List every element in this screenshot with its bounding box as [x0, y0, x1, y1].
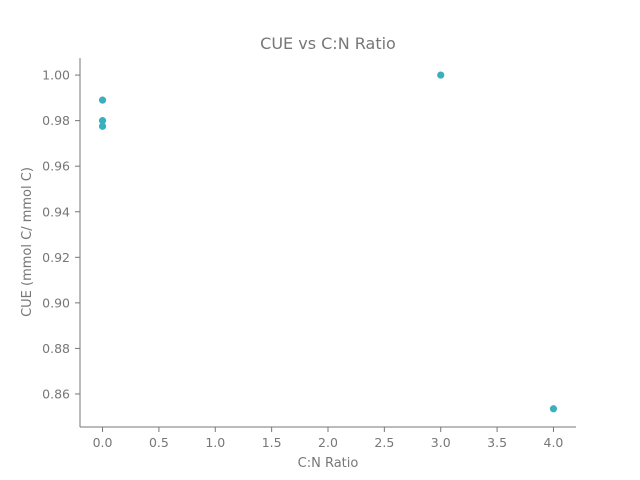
- y-tick-label: 0.88: [42, 341, 70, 356]
- y-tick-label: 0.90: [42, 295, 70, 310]
- data-point: [98, 96, 107, 104]
- x-tick-label: 1.0: [205, 435, 225, 450]
- chart-title: CUE vs C:N Ratio: [260, 34, 396, 53]
- x-tick-label: 2.5: [374, 435, 394, 450]
- x-tick-label: 0.0: [93, 435, 113, 450]
- data-point: [98, 122, 107, 130]
- y-axis-label: CUE (mmol C/ mmol C): [20, 167, 35, 317]
- y-axis-ticks: 0.86 0.88 0.90 0.92 0.94 0.96 0.98 1.00: [42, 68, 80, 401]
- data-point: [98, 117, 107, 125]
- data-point: [437, 71, 445, 79]
- x-axis-ticks: 0.0 0.5 1.0 1.5 2.0 2.5 3.0 3.5 4.0: [93, 427, 564, 450]
- y-tick-label: 0.94: [42, 204, 70, 219]
- y-tick-label: 0.92: [42, 250, 70, 265]
- x-tick-label: 1.5: [262, 435, 282, 450]
- x-tick-label: 0.5: [149, 435, 169, 450]
- x-tick-label: 3.5: [487, 435, 507, 450]
- data-points: [98, 71, 558, 413]
- x-axis-label: C:N Ratio: [298, 456, 359, 471]
- x-tick-label: 2.0: [318, 435, 338, 450]
- y-tick-label: 0.98: [42, 113, 70, 128]
- x-tick-label: 4.0: [544, 435, 564, 450]
- data-point: [549, 405, 558, 413]
- axes: [79, 58, 576, 428]
- y-tick-label: 0.96: [42, 159, 70, 174]
- x-tick-label: 3.0: [431, 435, 451, 450]
- y-tick-label: 1.00: [42, 68, 70, 83]
- y-tick-label: 0.86: [42, 386, 70, 401]
